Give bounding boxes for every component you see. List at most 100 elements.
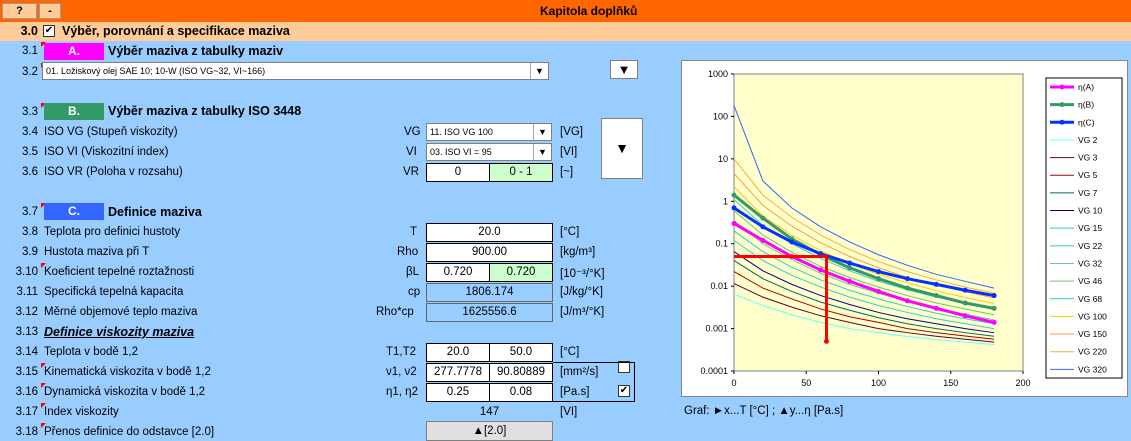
label-heat-capacity: Specifická tepelná kapacita bbox=[44, 286, 184, 298]
help-button[interactable]: ? bbox=[2, 3, 37, 19]
comment-marker bbox=[41, 263, 46, 268]
series-point bbox=[818, 267, 824, 273]
y-tick-label: 0.01 bbox=[710, 281, 728, 291]
series-line bbox=[733, 186, 995, 304]
legend-label: VG 7 bbox=[1078, 188, 1098, 198]
series-line bbox=[733, 105, 995, 289]
symbol-vr: VR bbox=[403, 166, 419, 178]
series-point bbox=[991, 293, 997, 299]
lubricant-select-value: 01. Ložiskový olej SAE 10; 10-W (ISO VG~… bbox=[46, 66, 266, 76]
expansion-input[interactable]: 0.720 bbox=[426, 263, 490, 282]
chevron-down-icon[interactable]: ▼ bbox=[533, 124, 551, 140]
dropdown-button-b[interactable]: ▼ bbox=[601, 118, 643, 179]
label-points-temperature: Teplota v bodě 1,2 bbox=[44, 346, 138, 358]
y-tick-label: 1000 bbox=[708, 69, 728, 79]
unit-volumetric-heat: [J/m³/°K] bbox=[560, 306, 605, 318]
y-tick-label: 10 bbox=[718, 154, 728, 164]
vr-value-input[interactable]: 0 bbox=[426, 163, 490, 182]
row-number: 3.7 bbox=[22, 206, 38, 218]
unit-kinematic: [mm²/s] bbox=[560, 366, 599, 378]
vi-select-value: 03. ISO VI = 95 bbox=[430, 147, 492, 157]
vr-range-value: 0 - 1 bbox=[489, 163, 553, 182]
series-point bbox=[962, 313, 968, 319]
collapse-button[interactable]: - bbox=[39, 3, 61, 19]
legend-label: VG 68 bbox=[1078, 294, 1102, 304]
x-tick-label: 100 bbox=[871, 378, 886, 388]
row-number: 3.11 bbox=[16, 286, 38, 298]
dropdown-button-a[interactable]: ▼ bbox=[610, 60, 638, 79]
viscosity-index-value: 147 bbox=[479, 406, 500, 418]
vg-select[interactable]: 11. ISO VG 100 ▼ bbox=[426, 123, 552, 141]
vi-select[interactable]: 03. ISO VI = 95 ▼ bbox=[426, 143, 552, 161]
lubricant-select[interactable]: 01. Ložiskový olej SAE 10; 10-W (ISO VG~… bbox=[42, 62, 549, 80]
series-point bbox=[847, 278, 853, 284]
comment-marker bbox=[41, 423, 46, 428]
series-point bbox=[904, 298, 910, 304]
row-number: 3.8 bbox=[22, 226, 38, 238]
symbol-temperature: T bbox=[410, 226, 418, 238]
badge-b: B. bbox=[44, 103, 104, 120]
label-vi: ISO VI (Viskozitní index) bbox=[44, 146, 169, 158]
series-point bbox=[876, 269, 881, 275]
label-transfer: Přenos definice do odstavce [2.0] bbox=[44, 426, 215, 438]
chevron-down-icon[interactable]: ▼ bbox=[530, 63, 548, 79]
label-viscosity-index: Index viskozity bbox=[44, 406, 119, 418]
series-line bbox=[733, 230, 995, 325]
row-number: 3.3 bbox=[22, 106, 38, 118]
legend-label: VG 2 bbox=[1078, 135, 1098, 145]
legend-label: η(C) bbox=[1078, 117, 1095, 127]
label-density: Hustota maziva při T bbox=[44, 246, 150, 258]
nu2-input[interactable]: 90.80889 bbox=[489, 363, 553, 382]
nu1-input[interactable]: 277.7778 bbox=[426, 363, 490, 382]
eta2-input[interactable]: 0.08 bbox=[489, 383, 553, 402]
unit-vr: [~] bbox=[560, 166, 574, 178]
series-line bbox=[733, 222, 995, 324]
comment-marker bbox=[41, 42, 46, 47]
t2-input[interactable]: 50.0 bbox=[489, 343, 553, 362]
t1-input[interactable]: 20.0 bbox=[426, 343, 490, 362]
legend-label: η(B) bbox=[1078, 100, 1094, 110]
legend-label: VG 15 bbox=[1078, 223, 1102, 233]
series-point bbox=[933, 281, 939, 287]
chevron-down-icon[interactable]: ▼ bbox=[533, 144, 551, 160]
label-temperature: Teplota pro definici hustoty bbox=[44, 226, 181, 238]
temperature-input[interactable]: 20.0 bbox=[426, 223, 553, 242]
series-line bbox=[733, 293, 995, 346]
legend-label: VG 46 bbox=[1078, 276, 1102, 286]
legend-label: VG 32 bbox=[1078, 258, 1102, 268]
arrow-down-icon: ▼ bbox=[615, 140, 629, 156]
row-number: 3.13 bbox=[15, 326, 38, 338]
legend-marker bbox=[1059, 84, 1065, 90]
series-point bbox=[962, 287, 968, 293]
legend-label: VG 5 bbox=[1078, 170, 1098, 180]
dynamic-checkbox[interactable]: ✔ bbox=[618, 385, 630, 397]
vg-select-value: 11. ISO VG 100 bbox=[430, 127, 493, 137]
row-number: 3.0 bbox=[20, 24, 38, 38]
unit-temperature: [°C] bbox=[560, 226, 580, 238]
row-number: 3.12 bbox=[15, 306, 38, 318]
row-number: 3.18 bbox=[15, 426, 38, 438]
series-point bbox=[847, 265, 853, 271]
series-line bbox=[733, 206, 995, 298]
chapter-title: Kapitola doplňků bbox=[540, 4, 638, 18]
viscosity-definition-heading: Definice viskozity maziva bbox=[44, 325, 195, 339]
section-checkbox[interactable]: ✔ bbox=[43, 25, 55, 37]
series-line bbox=[733, 251, 995, 334]
symbol-points-temperature: T1,T2 bbox=[386, 346, 417, 358]
kinematic-checkbox[interactable] bbox=[618, 361, 630, 373]
legend-label: VG 320 bbox=[1078, 364, 1107, 374]
section-b-title: Výběr maziva z tabulky ISO 3448 bbox=[108, 104, 302, 118]
row-number: 3.15 bbox=[15, 366, 38, 378]
symbol-vg: VG bbox=[404, 126, 421, 138]
series-point bbox=[991, 305, 997, 311]
transfer-button[interactable]: ▲[2.0] bbox=[426, 421, 553, 441]
series-line bbox=[733, 239, 995, 330]
symbol-dynamic: η1, η2 bbox=[386, 386, 418, 398]
density-input[interactable]: 900.00 bbox=[426, 243, 553, 262]
series-point bbox=[933, 293, 939, 299]
section-c-title: Definice maziva bbox=[108, 205, 202, 219]
series-line bbox=[733, 193, 995, 310]
label-volumetric-heat: Měrné objemové teplo maziva bbox=[44, 306, 198, 318]
eta1-input[interactable]: 0.25 bbox=[426, 383, 490, 402]
